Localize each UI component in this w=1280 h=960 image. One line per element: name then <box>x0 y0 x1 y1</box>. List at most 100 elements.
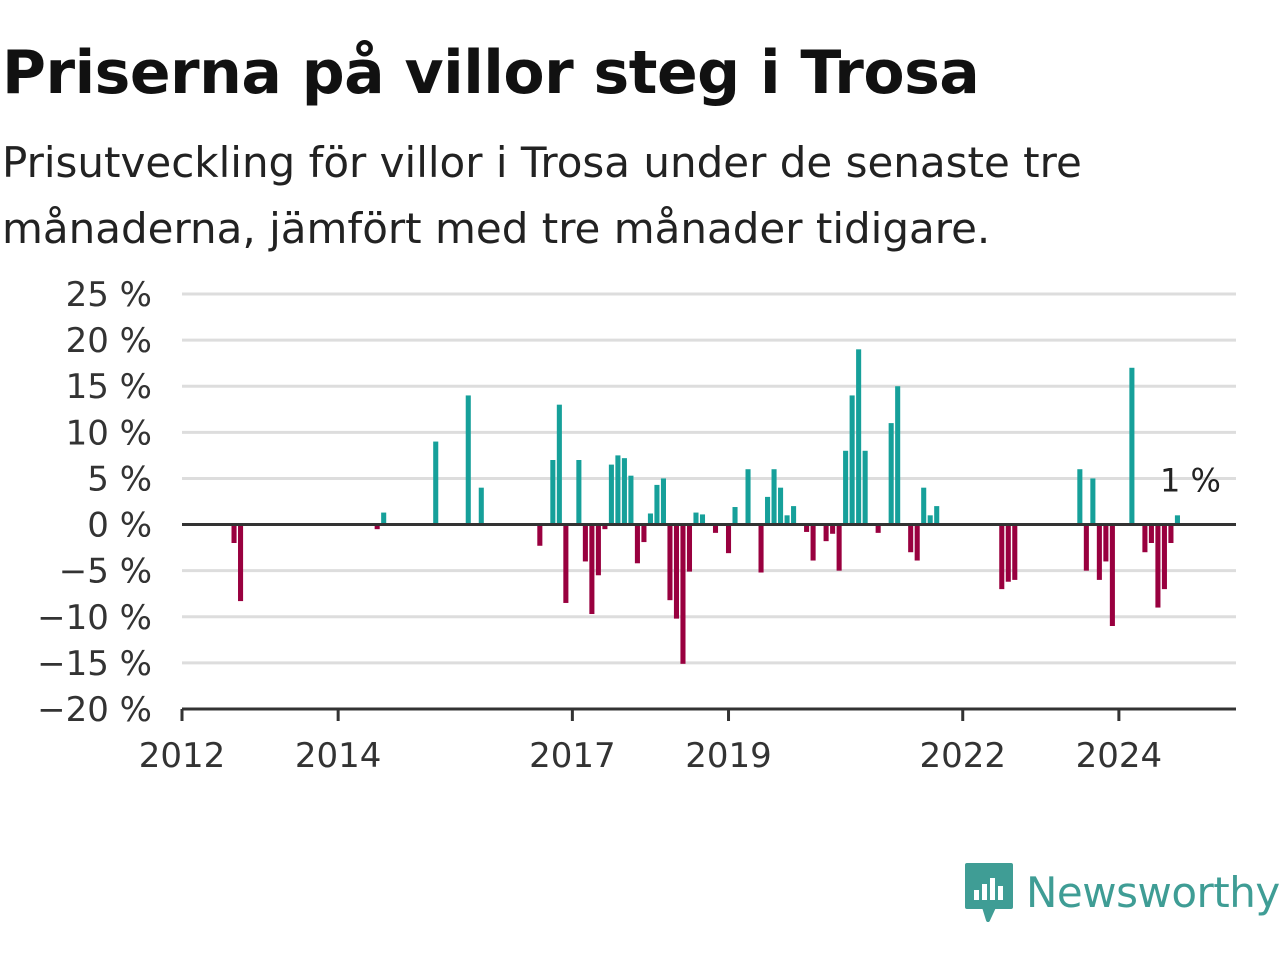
bar <box>576 460 582 525</box>
y-axis-ticks: 25 % 20 % 15 % 10 % 5 % 0 % −5 % −10 % −15 % −20 … <box>37 275 152 730</box>
x-tick-label: 2019 <box>685 736 772 776</box>
bar <box>784 515 790 525</box>
last-value-annotation: 1 % <box>1160 461 1221 499</box>
bar <box>608 464 614 525</box>
bar <box>641 524 647 543</box>
bar <box>582 524 588 562</box>
bar <box>888 423 894 525</box>
bar <box>843 450 849 525</box>
bar <box>1103 524 1109 562</box>
bar <box>1148 524 1154 543</box>
bar <box>374 524 380 530</box>
bar <box>634 524 640 564</box>
bar <box>758 524 764 573</box>
bar <box>1012 524 1018 580</box>
bar <box>1174 515 1180 525</box>
y-tick-label: 20 % <box>66 321 152 361</box>
bar <box>693 512 699 525</box>
chart-subtitle: Prisutveckling för villor i Trosa under … <box>2 138 1082 253</box>
bar <box>725 524 732 554</box>
bar <box>830 524 836 534</box>
y-tick-label: 5 % <box>87 459 152 499</box>
bar <box>1077 469 1083 525</box>
x-tick-label: 2017 <box>529 736 616 776</box>
bar <box>745 469 751 525</box>
x-tick-label: 2022 <box>919 736 1006 776</box>
bar <box>238 524 244 602</box>
x-tick-label: 2014 <box>295 736 382 776</box>
bar <box>563 524 569 603</box>
bar <box>699 514 706 525</box>
bar <box>537 524 543 546</box>
bar <box>615 455 621 525</box>
bar <box>804 524 810 532</box>
y-tick-label: −5 % <box>59 552 152 592</box>
bar <box>908 524 914 553</box>
chart-title: Priserna på villor steg i Trosa <box>2 38 980 108</box>
bar <box>1096 524 1102 580</box>
bar <box>673 524 679 619</box>
bar <box>765 496 771 525</box>
bar <box>1090 478 1096 525</box>
x-axis-ticks: 2012 2014 2017 2019 2022 2024 <box>139 709 1162 776</box>
bar <box>836 524 842 571</box>
y-tick-label: 10 % <box>66 413 152 453</box>
bar <box>895 386 901 525</box>
bar <box>875 524 881 533</box>
newsworthy-logo: Newsworthy <box>964 862 1280 922</box>
bar <box>621 458 627 525</box>
x-tick-label: 2012 <box>139 736 226 776</box>
bar <box>914 524 920 561</box>
bar <box>231 524 237 543</box>
bar <box>478 487 484 525</box>
bar <box>771 469 777 525</box>
bar <box>556 404 562 525</box>
bar <box>647 513 653 525</box>
bar <box>1142 524 1148 553</box>
bar <box>433 441 439 525</box>
bar <box>1161 524 1167 590</box>
bar <box>849 395 855 525</box>
bar <box>1155 524 1161 608</box>
bar <box>660 478 666 525</box>
bar <box>1109 524 1115 626</box>
bar <box>381 512 387 525</box>
y-tick-label: 15 % <box>66 367 152 407</box>
bar <box>680 524 686 664</box>
bar <box>589 524 595 615</box>
newsworthy-logo-icon <box>965 863 1013 922</box>
bar <box>550 460 556 525</box>
bar <box>999 524 1005 590</box>
brand-name: Newsworthy <box>1026 867 1280 917</box>
bar <box>791 506 797 525</box>
bar <box>862 450 868 525</box>
bar <box>927 515 933 525</box>
bar <box>667 524 673 601</box>
bar <box>654 484 660 525</box>
bar <box>602 524 608 530</box>
y-tick-label: 25 % <box>66 275 152 315</box>
x-tick-label: 2024 <box>1076 736 1163 776</box>
bar <box>628 475 634 525</box>
bar <box>1168 524 1174 543</box>
y-tick-label: −20 % <box>37 690 152 730</box>
y-tick-label: −15 % <box>37 644 152 684</box>
bar <box>1083 524 1089 571</box>
y-tick-label: 0 % <box>87 506 152 546</box>
bar <box>732 507 738 525</box>
bar <box>686 524 693 572</box>
y-tick-label: −10 % <box>37 598 152 638</box>
bar <box>921 487 927 525</box>
bar <box>1129 367 1135 525</box>
bar <box>823 524 829 542</box>
bar <box>712 524 719 533</box>
bar <box>778 487 784 525</box>
gridlines <box>182 292 1236 665</box>
bar <box>465 395 471 525</box>
bar <box>1005 524 1011 582</box>
bar <box>856 349 862 525</box>
bar <box>934 506 940 525</box>
bar <box>810 524 816 561</box>
bar <box>595 524 601 576</box>
